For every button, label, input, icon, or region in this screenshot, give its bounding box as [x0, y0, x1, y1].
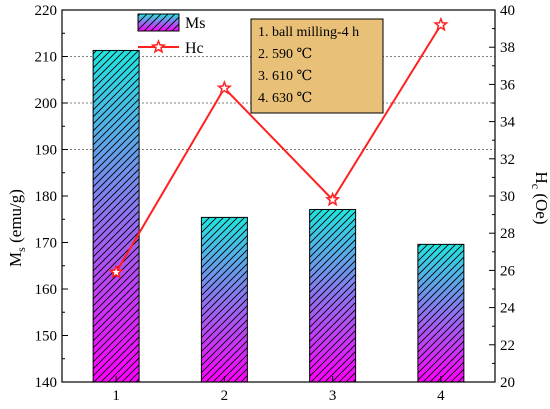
- left-tick-label-200: 200: [35, 96, 58, 112]
- right-tick-label-34: 34: [500, 115, 516, 131]
- left-tick-label-140: 140: [35, 375, 58, 391]
- legend-marker-hc: [150, 38, 167, 54]
- x-tick-label-4: 4: [437, 388, 445, 404]
- right-tick-label-28: 28: [500, 226, 515, 242]
- note-line-1: 1. ball milling-4 h: [258, 25, 359, 40]
- hc-marker-4: [433, 16, 449, 32]
- bar-series-ms: [92, 49, 465, 383]
- x-tick-label-3: 3: [329, 388, 337, 404]
- left-tick-label-220: 220: [35, 3, 58, 19]
- right-tick-label-32: 32: [500, 152, 515, 168]
- right-tick-label-40: 40: [500, 3, 515, 19]
- hc-marker-3: [324, 191, 341, 207]
- right-tick-label-26: 26: [500, 263, 516, 279]
- right-tick-label-22: 22: [500, 338, 515, 354]
- left-axis-title-rest: (emu/g): [6, 189, 25, 247]
- bar-ms-hatch-2: [200, 216, 248, 383]
- left-axis-title: Ms (emu/g): [6, 189, 28, 267]
- right-tick-label-38: 38: [500, 40, 515, 56]
- left-tick-label-170: 170: [35, 236, 58, 252]
- left-tick-label-160: 160: [35, 282, 58, 298]
- note-line-4: 4. 630 ℃: [258, 91, 312, 106]
- left-tick-label-210: 210: [35, 50, 58, 66]
- hc-line: [115, 24, 442, 273]
- right-tick-label-20: 20: [500, 375, 515, 391]
- x-tick-label-2: 2: [221, 388, 229, 404]
- note-line-3: 3. 610 ℃: [258, 69, 312, 84]
- hc-marker-2: [216, 80, 233, 95]
- legend-swatch-ms-hatch: [138, 14, 179, 31]
- bar-ms-hatch-3: [309, 208, 357, 383]
- right-tick-label-24: 24: [500, 301, 516, 317]
- left-tick-label-150: 150: [35, 329, 58, 345]
- note-line-2: 2. 590 ℃: [258, 47, 312, 62]
- right-axis-title: Hc (Oe): [529, 171, 550, 224]
- left-tick-label-180: 180: [35, 189, 58, 205]
- line-series-hc: [108, 16, 449, 279]
- left-axis-title-sub: s: [14, 247, 28, 252]
- x-tick-label-1: 1: [112, 388, 120, 404]
- legend-label-hc: Hc: [185, 40, 204, 57]
- right-axis-title-main: H: [532, 171, 550, 183]
- condition-notes: 1. ball milling-4 h 2. 590 ℃ 3. 610 ℃ 4.…: [250, 18, 384, 114]
- right-tick-label-36: 36: [500, 77, 516, 93]
- right-tick-label-30: 30: [500, 189, 515, 205]
- legend-label-ms: Ms: [185, 15, 205, 32]
- condition-notes-box: [250, 18, 384, 114]
- bar-ms-hatch-1: [92, 49, 140, 383]
- bar-ms-hatch-4: [417, 243, 465, 383]
- hc-marker-1: [108, 264, 124, 279]
- right-axis-title-rest: (Oe): [532, 189, 550, 224]
- axes: 1401501601701801902002102202022242628303…: [35, 3, 516, 404]
- left-tick-label-190: 190: [35, 143, 58, 159]
- left-axis-title-main: M: [6, 252, 25, 267]
- right-axis-title-sub: c: [529, 184, 543, 189]
- legend: Ms Hc: [137, 13, 205, 57]
